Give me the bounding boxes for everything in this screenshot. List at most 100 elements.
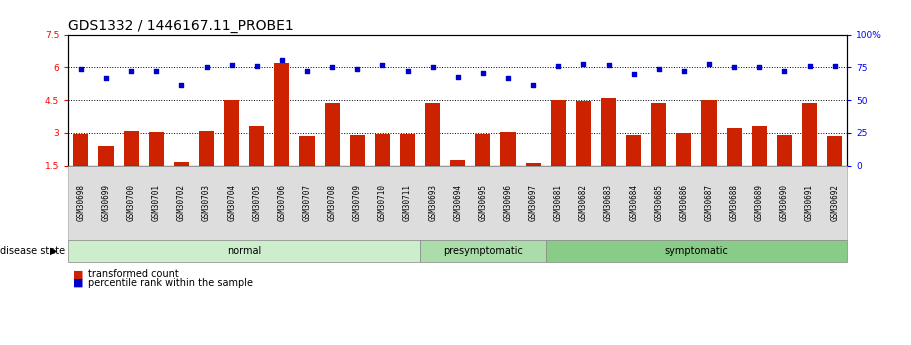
Text: GSM30710: GSM30710 <box>378 184 387 221</box>
Text: GSM30684: GSM30684 <box>630 184 639 221</box>
Point <box>250 63 264 69</box>
Text: GSM30692: GSM30692 <box>830 184 839 221</box>
Point <box>149 68 164 73</box>
Text: symptomatic: symptomatic <box>664 246 729 256</box>
Bar <box>701 100 717 166</box>
Text: ■: ■ <box>73 269 84 279</box>
Bar <box>651 104 666 166</box>
Text: GSM30685: GSM30685 <box>654 184 663 221</box>
Point <box>350 67 364 72</box>
Text: presymptomatic: presymptomatic <box>443 246 523 256</box>
Text: GSM30688: GSM30688 <box>730 184 739 221</box>
Text: GSM30695: GSM30695 <box>478 184 487 221</box>
Text: GSM30682: GSM30682 <box>578 184 588 221</box>
Text: GSM30696: GSM30696 <box>504 184 513 221</box>
Bar <box>777 135 792 166</box>
Bar <box>174 162 189 166</box>
Bar <box>74 134 88 166</box>
Text: GSM30711: GSM30711 <box>403 184 412 221</box>
Point <box>274 57 289 62</box>
Point <box>677 68 691 73</box>
Bar <box>124 131 138 166</box>
Text: GSM30705: GSM30705 <box>252 184 261 221</box>
Text: transformed count: transformed count <box>88 269 179 279</box>
Text: disease state: disease state <box>0 246 65 256</box>
Text: GSM30699: GSM30699 <box>101 184 110 221</box>
Point <box>627 71 641 77</box>
Bar <box>450 160 466 166</box>
Text: GSM30709: GSM30709 <box>353 184 362 221</box>
Point <box>476 70 490 76</box>
Text: ▶: ▶ <box>50 246 57 256</box>
Text: ■: ■ <box>73 278 84 288</box>
Point <box>74 67 88 72</box>
Bar <box>374 134 390 166</box>
Bar <box>425 104 440 166</box>
Point <box>576 61 590 67</box>
Point <box>803 63 817 69</box>
Bar <box>224 100 240 166</box>
Text: normal: normal <box>227 246 261 256</box>
Text: GSM30703: GSM30703 <box>202 184 211 221</box>
Text: GSM30707: GSM30707 <box>302 184 312 221</box>
Point <box>224 62 239 68</box>
Point <box>827 63 842 69</box>
Text: GDS1332 / 1446167.11_PROBE1: GDS1332 / 1446167.11_PROBE1 <box>68 19 294 33</box>
Bar <box>250 126 264 166</box>
Point <box>325 65 340 70</box>
Bar <box>98 146 114 166</box>
Text: GSM30694: GSM30694 <box>454 184 462 221</box>
Text: GSM30701: GSM30701 <box>152 184 160 221</box>
Point <box>551 63 566 69</box>
Point <box>124 68 138 73</box>
Point <box>752 65 766 70</box>
Bar <box>500 132 516 166</box>
Text: GSM30689: GSM30689 <box>755 184 763 221</box>
Bar <box>350 135 364 166</box>
Point <box>601 62 616 68</box>
Point <box>174 82 189 88</box>
Bar <box>324 104 340 166</box>
Text: GSM30698: GSM30698 <box>77 184 86 221</box>
Point <box>777 68 792 73</box>
Text: GSM30702: GSM30702 <box>177 184 186 221</box>
Bar <box>300 136 314 166</box>
Point <box>450 75 465 80</box>
Point <box>526 82 540 88</box>
Text: percentile rank within the sample: percentile rank within the sample <box>88 278 253 288</box>
Point <box>727 65 742 70</box>
Bar <box>752 126 767 166</box>
Bar <box>148 132 164 166</box>
Bar <box>526 164 541 166</box>
Bar <box>626 135 641 166</box>
Bar <box>827 136 842 166</box>
Bar <box>601 98 616 166</box>
Text: GSM30687: GSM30687 <box>704 184 713 221</box>
Text: GSM30693: GSM30693 <box>428 184 437 221</box>
Bar <box>551 100 566 166</box>
Point <box>375 62 390 68</box>
Point <box>701 61 716 67</box>
Text: GSM30681: GSM30681 <box>554 184 563 221</box>
Text: GSM30686: GSM30686 <box>680 184 689 221</box>
Point <box>300 68 314 73</box>
Point <box>400 68 415 73</box>
Point <box>98 76 113 81</box>
Text: GSM30700: GSM30700 <box>127 184 136 221</box>
Bar <box>676 133 691 166</box>
Bar <box>476 134 490 166</box>
Point <box>651 67 666 72</box>
Point <box>425 65 440 70</box>
Bar <box>576 101 591 166</box>
Point <box>200 65 214 70</box>
Bar <box>727 128 742 166</box>
Text: GSM30690: GSM30690 <box>780 184 789 221</box>
Bar <box>400 134 415 166</box>
Bar <box>274 63 290 166</box>
Text: GSM30691: GSM30691 <box>805 184 814 221</box>
Text: GSM30708: GSM30708 <box>328 184 337 221</box>
Text: GSM30683: GSM30683 <box>604 184 613 221</box>
Text: GSM30704: GSM30704 <box>227 184 236 221</box>
Text: GSM30706: GSM30706 <box>277 184 286 221</box>
Text: GSM30697: GSM30697 <box>528 184 537 221</box>
